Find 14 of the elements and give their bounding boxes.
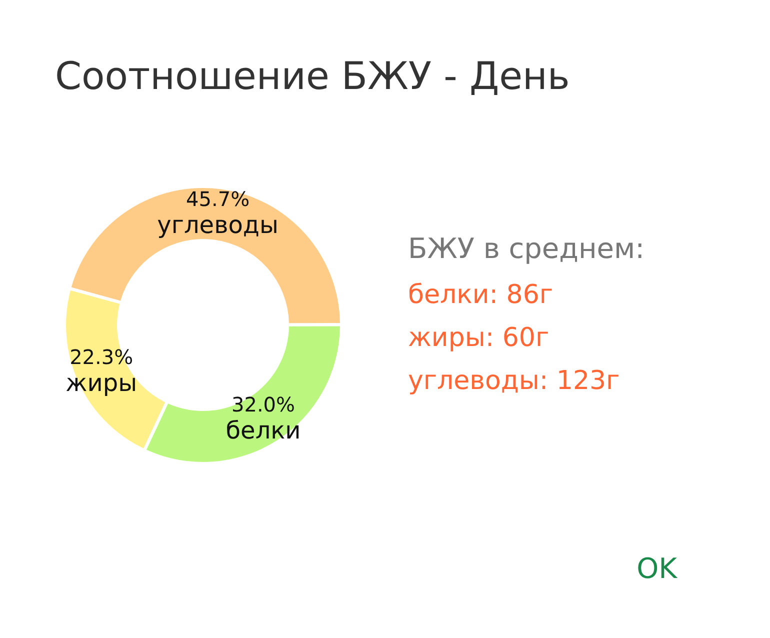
donut-slice: [146, 326, 340, 462]
donut-slice: [66, 290, 166, 448]
slice-label: жиры: [66, 368, 138, 397]
chart-title: Соотношение БЖУ - День: [55, 54, 570, 98]
text: белки: 86г: [408, 280, 554, 310]
text: БЖУ в среднем:: [408, 232, 645, 265]
data-label: 45.7%: [186, 186, 250, 211]
data-label: 22.3%: [70, 344, 134, 369]
text: жиры: 60г: [408, 323, 550, 353]
donut-slice: [71, 188, 340, 324]
text: углеводы: 123г: [408, 366, 620, 396]
data-label: 32.0%: [231, 392, 296, 416]
slice-label: углеводы: [157, 210, 278, 239]
text: OK: [636, 552, 678, 585]
